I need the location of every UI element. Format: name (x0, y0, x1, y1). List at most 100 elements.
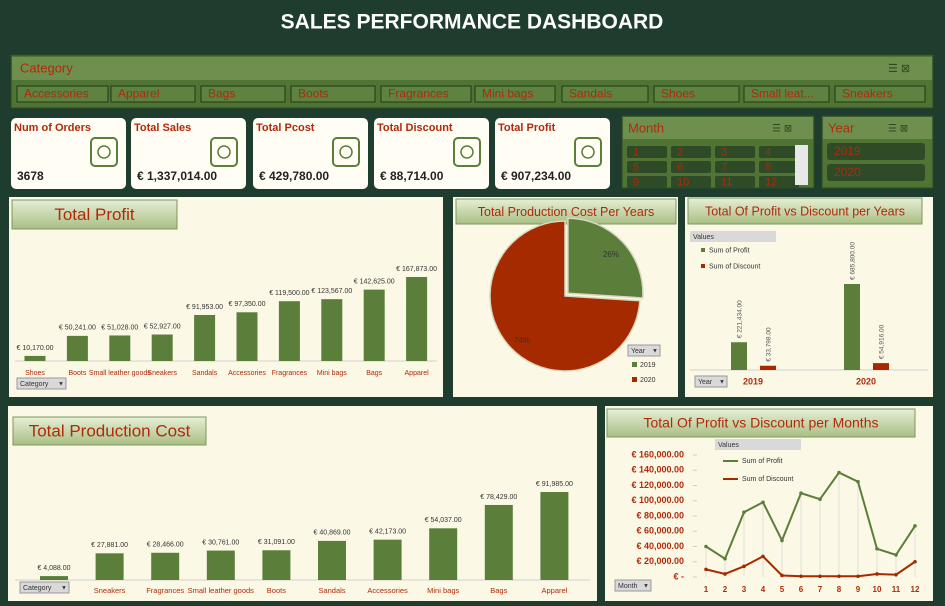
slicer-item-label[interactable]: Accessories (24, 87, 89, 101)
slicer-item-label[interactable]: Apparel (118, 87, 159, 101)
kpi-label: Num of Orders (14, 122, 91, 134)
filter-button-label[interactable]: Category (20, 381, 49, 388)
filter-arrow[interactable]: ▼ (643, 584, 649, 590)
slicer-item-label[interactable]: 6 (677, 161, 683, 173)
slicer-item[interactable] (759, 161, 799, 173)
filter-button[interactable] (694, 375, 728, 388)
data-label: € 685,800.00 (850, 242, 857, 280)
slicer-item[interactable] (827, 164, 925, 181)
slicer-item[interactable] (743, 85, 830, 103)
y-tick-label: € 80,000.00 (636, 510, 684, 520)
slicer-item[interactable] (759, 146, 799, 158)
slicer-item-label[interactable]: Sneakers (842, 87, 893, 101)
slicer-item[interactable] (16, 85, 109, 103)
filter-button[interactable] (16, 377, 67, 390)
legend-swatch (701, 264, 705, 268)
bar (373, 539, 402, 580)
kpi-card (131, 118, 246, 189)
slicer-item-label[interactable]: 4 (765, 146, 771, 158)
filter-button-label[interactable]: Category (23, 585, 52, 592)
slicer-item[interactable] (653, 85, 740, 103)
data-label: € 167,873.00 (396, 266, 437, 273)
slicer-item-label[interactable]: 1 (633, 146, 639, 158)
slicer-item[interactable] (715, 176, 755, 188)
slicer-item[interactable] (827, 143, 925, 160)
line-marker (894, 572, 898, 577)
slicer-item[interactable] (627, 176, 667, 188)
slicer-item[interactable] (671, 161, 711, 173)
filter-arrow[interactable]: ▼ (58, 382, 64, 388)
slicer-item-label[interactable]: 2019 (834, 144, 861, 158)
slicer-item-label[interactable]: 10 (677, 176, 689, 188)
line-marker (780, 538, 784, 543)
filter-button[interactable] (614, 579, 652, 592)
x-tick-label: Accessories (228, 370, 266, 377)
chart-title-banner (455, 198, 677, 225)
slicer-item-label[interactable]: 3 (721, 146, 727, 158)
slicer-item-label[interactable]: 11 (721, 176, 732, 188)
slicer-item[interactable] (474, 85, 556, 103)
kpi-icon-detail (217, 145, 231, 159)
chart-title: Total Profit (54, 205, 135, 224)
bar (406, 277, 428, 361)
slicer-item-label[interactable]: 2020 (834, 165, 861, 179)
slicer-item[interactable] (380, 85, 472, 103)
slicer-item[interactable] (110, 85, 196, 103)
slicer-icons: ☰ ⊠ (772, 124, 792, 135)
filter-arrow[interactable]: ▼ (61, 586, 67, 592)
slicer-item-label[interactable]: Fragrances (388, 87, 449, 101)
data-label: € 54,037.00 (425, 517, 462, 524)
filter-button-label[interactable]: Year (698, 379, 713, 386)
x-tick-label: Boots (68, 370, 86, 377)
slicer-item[interactable] (715, 146, 755, 158)
line-series (705, 555, 916, 578)
kpi-icon-detail (339, 145, 353, 159)
legend-label: Sum of Profit (742, 458, 783, 465)
data-label: € 27,881.00 (91, 542, 128, 549)
bar (873, 363, 889, 370)
filter-arrow[interactable]: ▼ (719, 380, 725, 386)
slicer-icons: ☰ ⊠ (888, 124, 908, 135)
slicer-item[interactable] (715, 161, 755, 173)
slicer-item-label[interactable]: 7 (721, 161, 727, 173)
legend-label: Sum of Profit (709, 247, 750, 254)
slicer-item[interactable] (561, 85, 649, 103)
data-label: € 51,028.00 (101, 324, 138, 331)
slicer-item-label[interactable]: 2 (677, 146, 683, 158)
filter-button[interactable] (627, 344, 661, 357)
slicer-item-label[interactable]: Bags (208, 87, 235, 101)
data-label: € 221,434.00 (737, 300, 744, 338)
slicer-item-label[interactable]: 9 (633, 176, 639, 188)
line-marker (780, 573, 784, 578)
slicer-item-label[interactable]: Boots (298, 87, 329, 101)
slicer-item-label[interactable]: 5 (633, 161, 639, 173)
slicer-item[interactable] (627, 161, 667, 173)
slicer-item[interactable] (759, 176, 799, 188)
filter-arrow[interactable]: ▼ (652, 349, 658, 355)
x-tick-label: Bags (366, 370, 382, 377)
slicer-item[interactable] (200, 85, 286, 103)
slicer-item-label[interactable]: Sandals (569, 87, 612, 101)
slicer-item-label[interactable]: 8 (765, 161, 771, 173)
y-tick-label: € 40,000.00 (636, 541, 684, 551)
bar (24, 355, 46, 361)
slicer-item-label[interactable]: Small leat... (751, 87, 814, 101)
slicer-item-label[interactable]: Shoes (661, 87, 695, 101)
legend-swatch (632, 377, 637, 382)
filter-button-label[interactable]: Year (631, 348, 646, 355)
slicer-item[interactable] (671, 146, 711, 158)
filter-button-label[interactable]: Month (618, 583, 638, 590)
slicer-item[interactable] (834, 85, 926, 103)
slicer-item-label[interactable]: Mini bags (482, 87, 533, 101)
bar (278, 301, 300, 361)
slicer-item-label[interactable]: 12 (765, 176, 777, 188)
data-label: € 123,567.00 (311, 288, 352, 295)
x-tick-label: 3 (742, 585, 747, 594)
y-tick-label: € 160,000.00 (631, 449, 684, 459)
slicer-item[interactable] (627, 146, 667, 158)
slicer-item[interactable] (290, 85, 376, 103)
slicer-item[interactable] (671, 176, 711, 188)
x-tick-label: 12 (911, 585, 920, 594)
filter-button[interactable] (19, 581, 70, 594)
kpi-icon (210, 137, 238, 167)
